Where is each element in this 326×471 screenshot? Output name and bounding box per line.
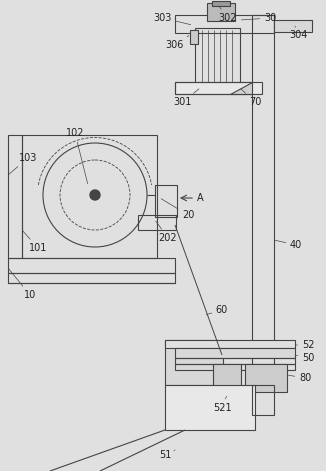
Bar (165, 340, 223, 385)
Bar (252, 15, 274, 385)
Text: 40: 40 (275, 240, 302, 250)
Text: 20: 20 (161, 199, 194, 220)
Bar (245, 364, 287, 392)
Bar (252, 385, 274, 415)
Text: 101: 101 (23, 231, 47, 253)
Text: 306: 306 (165, 36, 189, 50)
Bar (190, 30, 198, 44)
Text: 102: 102 (66, 128, 88, 184)
Bar (175, 348, 295, 358)
Bar (165, 385, 255, 430)
Text: 70: 70 (241, 89, 261, 107)
Text: 103: 103 (9, 153, 37, 174)
Bar (195, 28, 240, 83)
Polygon shape (230, 82, 252, 94)
Bar (175, 358, 295, 364)
Bar (213, 364, 241, 394)
Circle shape (90, 190, 100, 200)
Bar (8, 258, 175, 273)
Text: 52: 52 (296, 340, 314, 350)
Text: 51: 51 (159, 450, 175, 460)
Bar (8, 273, 175, 283)
Bar (22, 135, 157, 258)
Bar (175, 364, 295, 370)
Text: 302: 302 (219, 6, 237, 23)
Bar (212, 1, 230, 6)
Text: 80: 80 (289, 373, 311, 383)
Text: 202: 202 (156, 221, 177, 243)
Bar (8, 135, 22, 258)
Text: 304: 304 (289, 26, 307, 40)
Bar (138, 215, 176, 230)
Text: 60: 60 (206, 305, 228, 315)
Text: 30: 30 (241, 13, 276, 23)
Bar (207, 3, 235, 21)
Text: 301: 301 (174, 89, 199, 107)
Text: 303: 303 (154, 13, 191, 24)
Text: 10: 10 (9, 269, 36, 300)
Bar (165, 340, 295, 348)
Bar (274, 20, 312, 32)
Bar (175, 15, 274, 33)
Text: A: A (197, 193, 203, 203)
Bar (155, 185, 177, 217)
Text: 521: 521 (213, 396, 231, 413)
Bar (175, 82, 262, 94)
Text: 50: 50 (296, 353, 314, 363)
